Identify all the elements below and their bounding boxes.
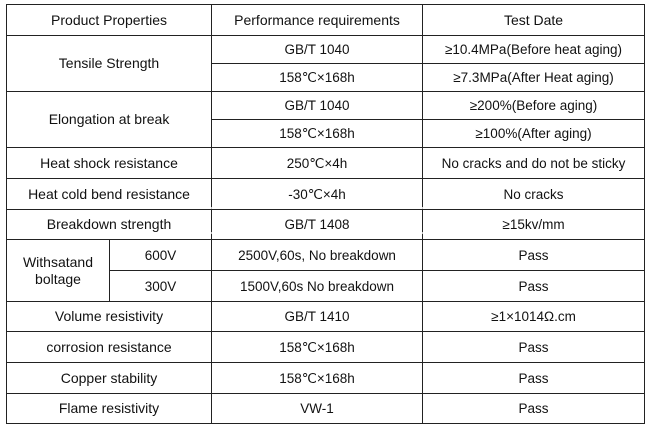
table-row: Heat shock resistance 250℃×4h No cracks … [5,147,646,179]
elongation-val-2: ≥100%(After aging) [422,119,646,148]
withstand-sub-300v: 300V [108,270,213,302]
table-row: 158℃×168h ≥7.3MPa(After Heat aging) [7,63,646,92]
tensile-strength-val-1: ≥10.4MPa(Before heat aging) [422,35,646,64]
flame-resistivity-label: Flame resistivity [5,393,213,424]
header-performance-requirements: Performance requirements [211,4,424,36]
cold-bend-val: No cracks [422,178,646,210]
withstand-val-300v: Pass [422,270,646,302]
tensile-strength-req-1: GB/T 1040 [211,35,424,64]
elongation-val-1: ≥200%(Before aging) [422,91,646,120]
table-row: Flame resistivity VW-1 Pass [5,393,646,424]
volume-resistivity-val: ≥1×1014Ω.cm [422,301,646,332]
table-row: Tensile Strength GB/T 1040 ≥10.4MPa(Befo… [5,35,646,92]
header-row: Product Properties Performance requireme… [5,4,646,36]
withstand-req-300v: 1500V,60s No breakdown [211,270,424,302]
table-row: corrosion resistance 158℃×168h Pass [5,331,646,363]
tensile-strength-val-2: ≥7.3MPa(After Heat aging) [422,63,646,92]
withstand-req-600v: 2500V,60s, No breakdown [211,239,424,271]
corrosion-req: 158℃×168h [211,331,424,363]
product-spec-table: Product Properties Performance requireme… [5,4,646,424]
table-row: Copper stability 158℃×168h Pass [5,362,646,394]
cold-bend-label: Heat cold bend resistance [5,178,213,210]
corrosion-val: Pass [422,331,646,363]
elongation-label: Elongation at break [5,91,213,148]
cold-bend-req: -30℃×4h [211,178,424,210]
table-row: Withsatand boltage 600V 2500V,60s, No br… [6,239,646,302]
tensile-strength-label: Tensile Strength [5,35,213,92]
heat-shock-val: No cracks and do not be sticky [422,147,646,179]
breakdown-label: Breakdown strength [5,209,213,240]
table-row: Elongation at break GB/T 1040 ≥200%(Befo… [5,91,646,148]
elongation-req-2: 158℃×168h [211,119,424,148]
withstand-label: Withsatand boltage [6,239,110,302]
withstand-sub-600v: 600V [108,239,213,271]
withstand-val-600v: Pass [422,239,646,271]
volume-resistivity-label: Volume resistivity [5,301,213,332]
volume-resistivity-req: GB/T 1410 [211,301,424,332]
heat-shock-label: Heat shock resistance [5,147,213,179]
table-row: 158℃×168h ≥100%(After aging) [7,119,646,148]
header-test-date: Test Date [422,4,646,36]
tensile-strength-req-2: 158℃×168h [211,63,424,92]
copper-stability-val: Pass [422,362,646,394]
table-row: Heat cold bend resistance -30℃×4h No cra… [5,178,646,210]
elongation-req-1: GB/T 1040 [211,91,424,120]
table-row: Volume resistivity GB/T 1410 ≥1×1014Ω.cm [5,301,646,332]
copper-stability-req: 158℃×168h [211,362,424,394]
breakdown-val: ≥15kv/mm [422,209,646,240]
corrosion-label: corrosion resistance [5,331,213,363]
header-product-properties: Product Properties [5,4,213,36]
flame-resistivity-val: Pass [422,393,646,424]
heat-shock-req: 250℃×4h [211,147,424,179]
table-row: 300V 1500V,60s No breakdown Pass [7,270,646,302]
table-row: Breakdown strength GB/T 1408 ≥15kv/mm [5,209,646,240]
breakdown-req: GB/T 1408 [211,209,424,240]
flame-resistivity-req: VW-1 [211,393,424,424]
copper-stability-label: Copper stability [5,362,213,394]
